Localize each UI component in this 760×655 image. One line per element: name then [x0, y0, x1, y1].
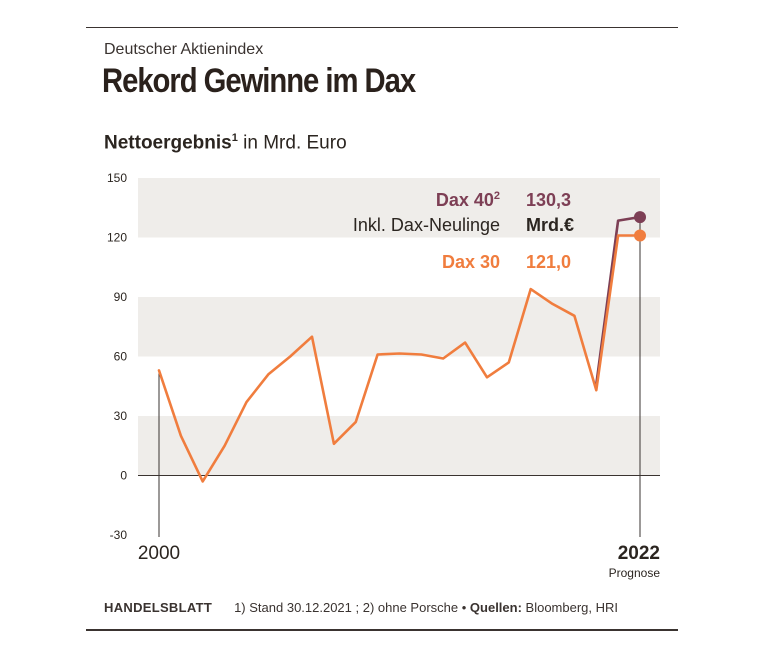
- chart-subtitle: Nettoergebnis1 in Mrd. Euro: [104, 132, 347, 154]
- y-tick-label: 90: [114, 290, 128, 304]
- y-tick-label: 120: [107, 231, 127, 245]
- series-lines: [157, 211, 646, 483]
- publisher-brand: HANDELSBLATT: [104, 600, 213, 615]
- y-tick-label: -30: [110, 528, 128, 542]
- x-tick-sublabel: Prognose: [609, 566, 661, 580]
- bottom-rule: [86, 629, 678, 631]
- subtitle-footnote-mark: 1: [231, 132, 238, 144]
- series-endpoint: [634, 211, 646, 224]
- chart-kicker: Deutscher Aktienindex: [104, 41, 264, 58]
- y-tick-label: 0: [120, 469, 127, 483]
- footer: HANDELSBLATT 1) Stand 30.12.2021 ; 2) ohn…: [104, 600, 618, 615]
- legend-dax40-label: Dax 402: [436, 190, 500, 210]
- legend-unit: Mrd.€: [526, 215, 574, 235]
- sources-text: Bloomberg, HRI: [521, 600, 619, 615]
- sources-label: Quellen:: [469, 600, 522, 615]
- background-band: [138, 297, 660, 357]
- legend-dax30-value: 121,0: [526, 252, 571, 272]
- top-rule: [86, 27, 678, 28]
- background-bands: [138, 178, 660, 476]
- series-endpoint: [634, 229, 646, 242]
- chart-title: Rekord Gewinne im Dax: [102, 62, 416, 100]
- x-tick-label: 2022: [618, 543, 660, 564]
- footnotes: 1) Stand 30.12.2021 ; 2) ohne Porsche •: [234, 600, 470, 615]
- series-line: [157, 234, 642, 483]
- legend: Dax 402 130,3 Inkl. Dax-Neulinge Mrd.€ Dax 3…: [353, 190, 574, 272]
- legend-dax40-value: 130,3: [526, 190, 571, 210]
- y-tick-label: 30: [114, 409, 128, 423]
- y-axis-ticks: -30 0 30 60 90 120 150: [107, 171, 127, 542]
- legend-dax40-footnote-mark: 2: [494, 190, 500, 202]
- x-axis: 2000 2022 Prognose: [138, 217, 660, 580]
- legend-dax30-label: Dax 30: [442, 252, 500, 272]
- y-tick-label: 60: [114, 350, 128, 364]
- x-tick-label: 2000: [138, 543, 180, 564]
- y-tick-label: 150: [107, 171, 127, 185]
- background-band: [138, 416, 660, 476]
- subtitle-bold: Nettoergebnis: [104, 132, 232, 154]
- legend-dax40-sublabel: Inkl. Dax-Neulinge: [353, 215, 500, 235]
- subtitle-unit: in Mrd. Euro: [237, 132, 347, 154]
- background-band: [138, 178, 660, 238]
